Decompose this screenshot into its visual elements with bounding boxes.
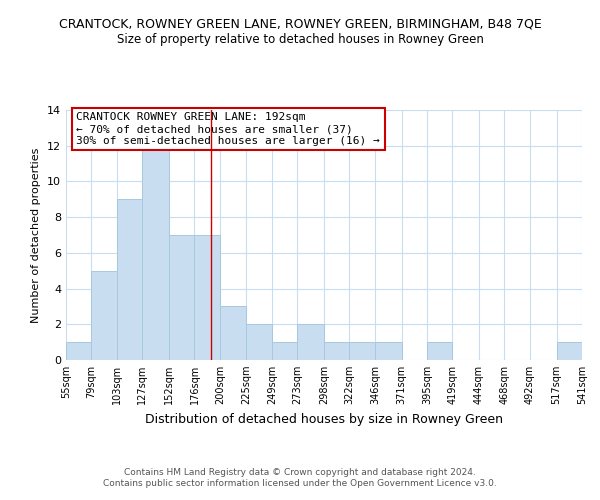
Bar <box>324 342 349 360</box>
Bar <box>169 235 194 360</box>
Text: CRANTOCK, ROWNEY GREEN LANE, ROWNEY GREEN, BIRMINGHAM, B48 7QE: CRANTOCK, ROWNEY GREEN LANE, ROWNEY GREE… <box>59 18 541 30</box>
Bar <box>247 324 272 360</box>
Bar <box>272 342 298 360</box>
Text: Contains HM Land Registry data © Crown copyright and database right 2024.
Contai: Contains HM Land Registry data © Crown c… <box>103 468 497 487</box>
Bar <box>427 342 452 360</box>
Bar <box>91 270 117 360</box>
Text: CRANTOCK ROWNEY GREEN LANE: 192sqm
← 70% of detached houses are smaller (37)
30%: CRANTOCK ROWNEY GREEN LANE: 192sqm ← 70%… <box>76 112 380 146</box>
Bar <box>142 146 169 360</box>
Text: Size of property relative to detached houses in Rowney Green: Size of property relative to detached ho… <box>116 32 484 46</box>
Bar <box>194 235 220 360</box>
Bar <box>117 200 142 360</box>
Y-axis label: Number of detached properties: Number of detached properties <box>31 148 41 322</box>
X-axis label: Distribution of detached houses by size in Rowney Green: Distribution of detached houses by size … <box>145 412 503 426</box>
Bar <box>298 324 324 360</box>
Bar <box>375 342 401 360</box>
Bar <box>220 306 247 360</box>
Bar <box>557 342 582 360</box>
Bar <box>349 342 375 360</box>
Bar <box>66 342 91 360</box>
